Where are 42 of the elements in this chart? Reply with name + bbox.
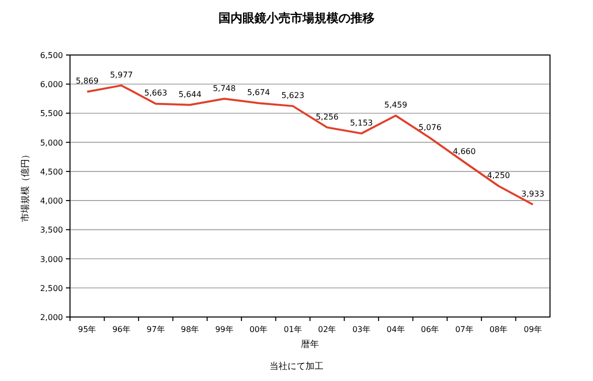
- y-axis-title: 市場規模（億円）: [20, 150, 31, 222]
- y-tick-label: 2,500: [40, 284, 63, 293]
- data-label: 5,153: [350, 118, 373, 128]
- data-label: 5,256: [316, 112, 339, 122]
- data-label: 4,250: [487, 171, 510, 180]
- x-tick-label: 98年: [180, 325, 200, 334]
- x-tick-label: 97年: [146, 325, 165, 334]
- data-label: 5,977: [110, 70, 133, 80]
- data-label: 5,748: [212, 84, 236, 93]
- y-tick-label: 5,000: [40, 138, 63, 148]
- chart-title: 国内眼鏡小売市場規模の推移: [218, 11, 374, 25]
- y-tick-label: 6,000: [40, 80, 63, 90]
- x-tick-label: 06年: [420, 325, 440, 334]
- data-label: 3,933: [521, 189, 544, 198]
- data-label: 5,459: [384, 100, 408, 110]
- y-tick-label: 4,000: [40, 196, 63, 206]
- x-tick-label: 08年: [489, 325, 508, 334]
- x-axis-title: 暦年: [301, 339, 319, 350]
- x-tick-label: 00年: [249, 325, 268, 334]
- y-tick-label: 4,500: [40, 167, 63, 176]
- x-tick-label: 01年: [284, 325, 302, 334]
- x-tick-label: 96年: [112, 325, 131, 334]
- data-label: 5,674: [247, 88, 270, 98]
- x-tick-label: 04年: [386, 325, 405, 334]
- y-tick-label: 3,500: [40, 226, 63, 235]
- data-label: 5,869: [76, 76, 99, 86]
- data-label: 5,076: [418, 122, 442, 132]
- data-label: 5,663: [144, 88, 168, 98]
- x-tick-label: 95年: [78, 325, 96, 334]
- data-label: 5,644: [178, 90, 202, 99]
- y-tick-label: 3,000: [40, 254, 63, 264]
- x-tick-label: 02年: [318, 325, 336, 334]
- text: 当社にて加工: [270, 361, 324, 372]
- y-tick-label: 6,500: [40, 51, 63, 60]
- data-label: 4,660: [452, 147, 476, 156]
- x-tick-label: 09年: [524, 325, 542, 334]
- x-tick-label: 07年: [455, 325, 474, 334]
- data-label: 5,623: [281, 91, 304, 100]
- y-tick-label: 2,000: [40, 313, 63, 322]
- y-tick-label: 5,500: [40, 109, 63, 118]
- x-tick-label: 99年: [215, 325, 234, 334]
- x-tick-label: 03年: [352, 325, 371, 334]
